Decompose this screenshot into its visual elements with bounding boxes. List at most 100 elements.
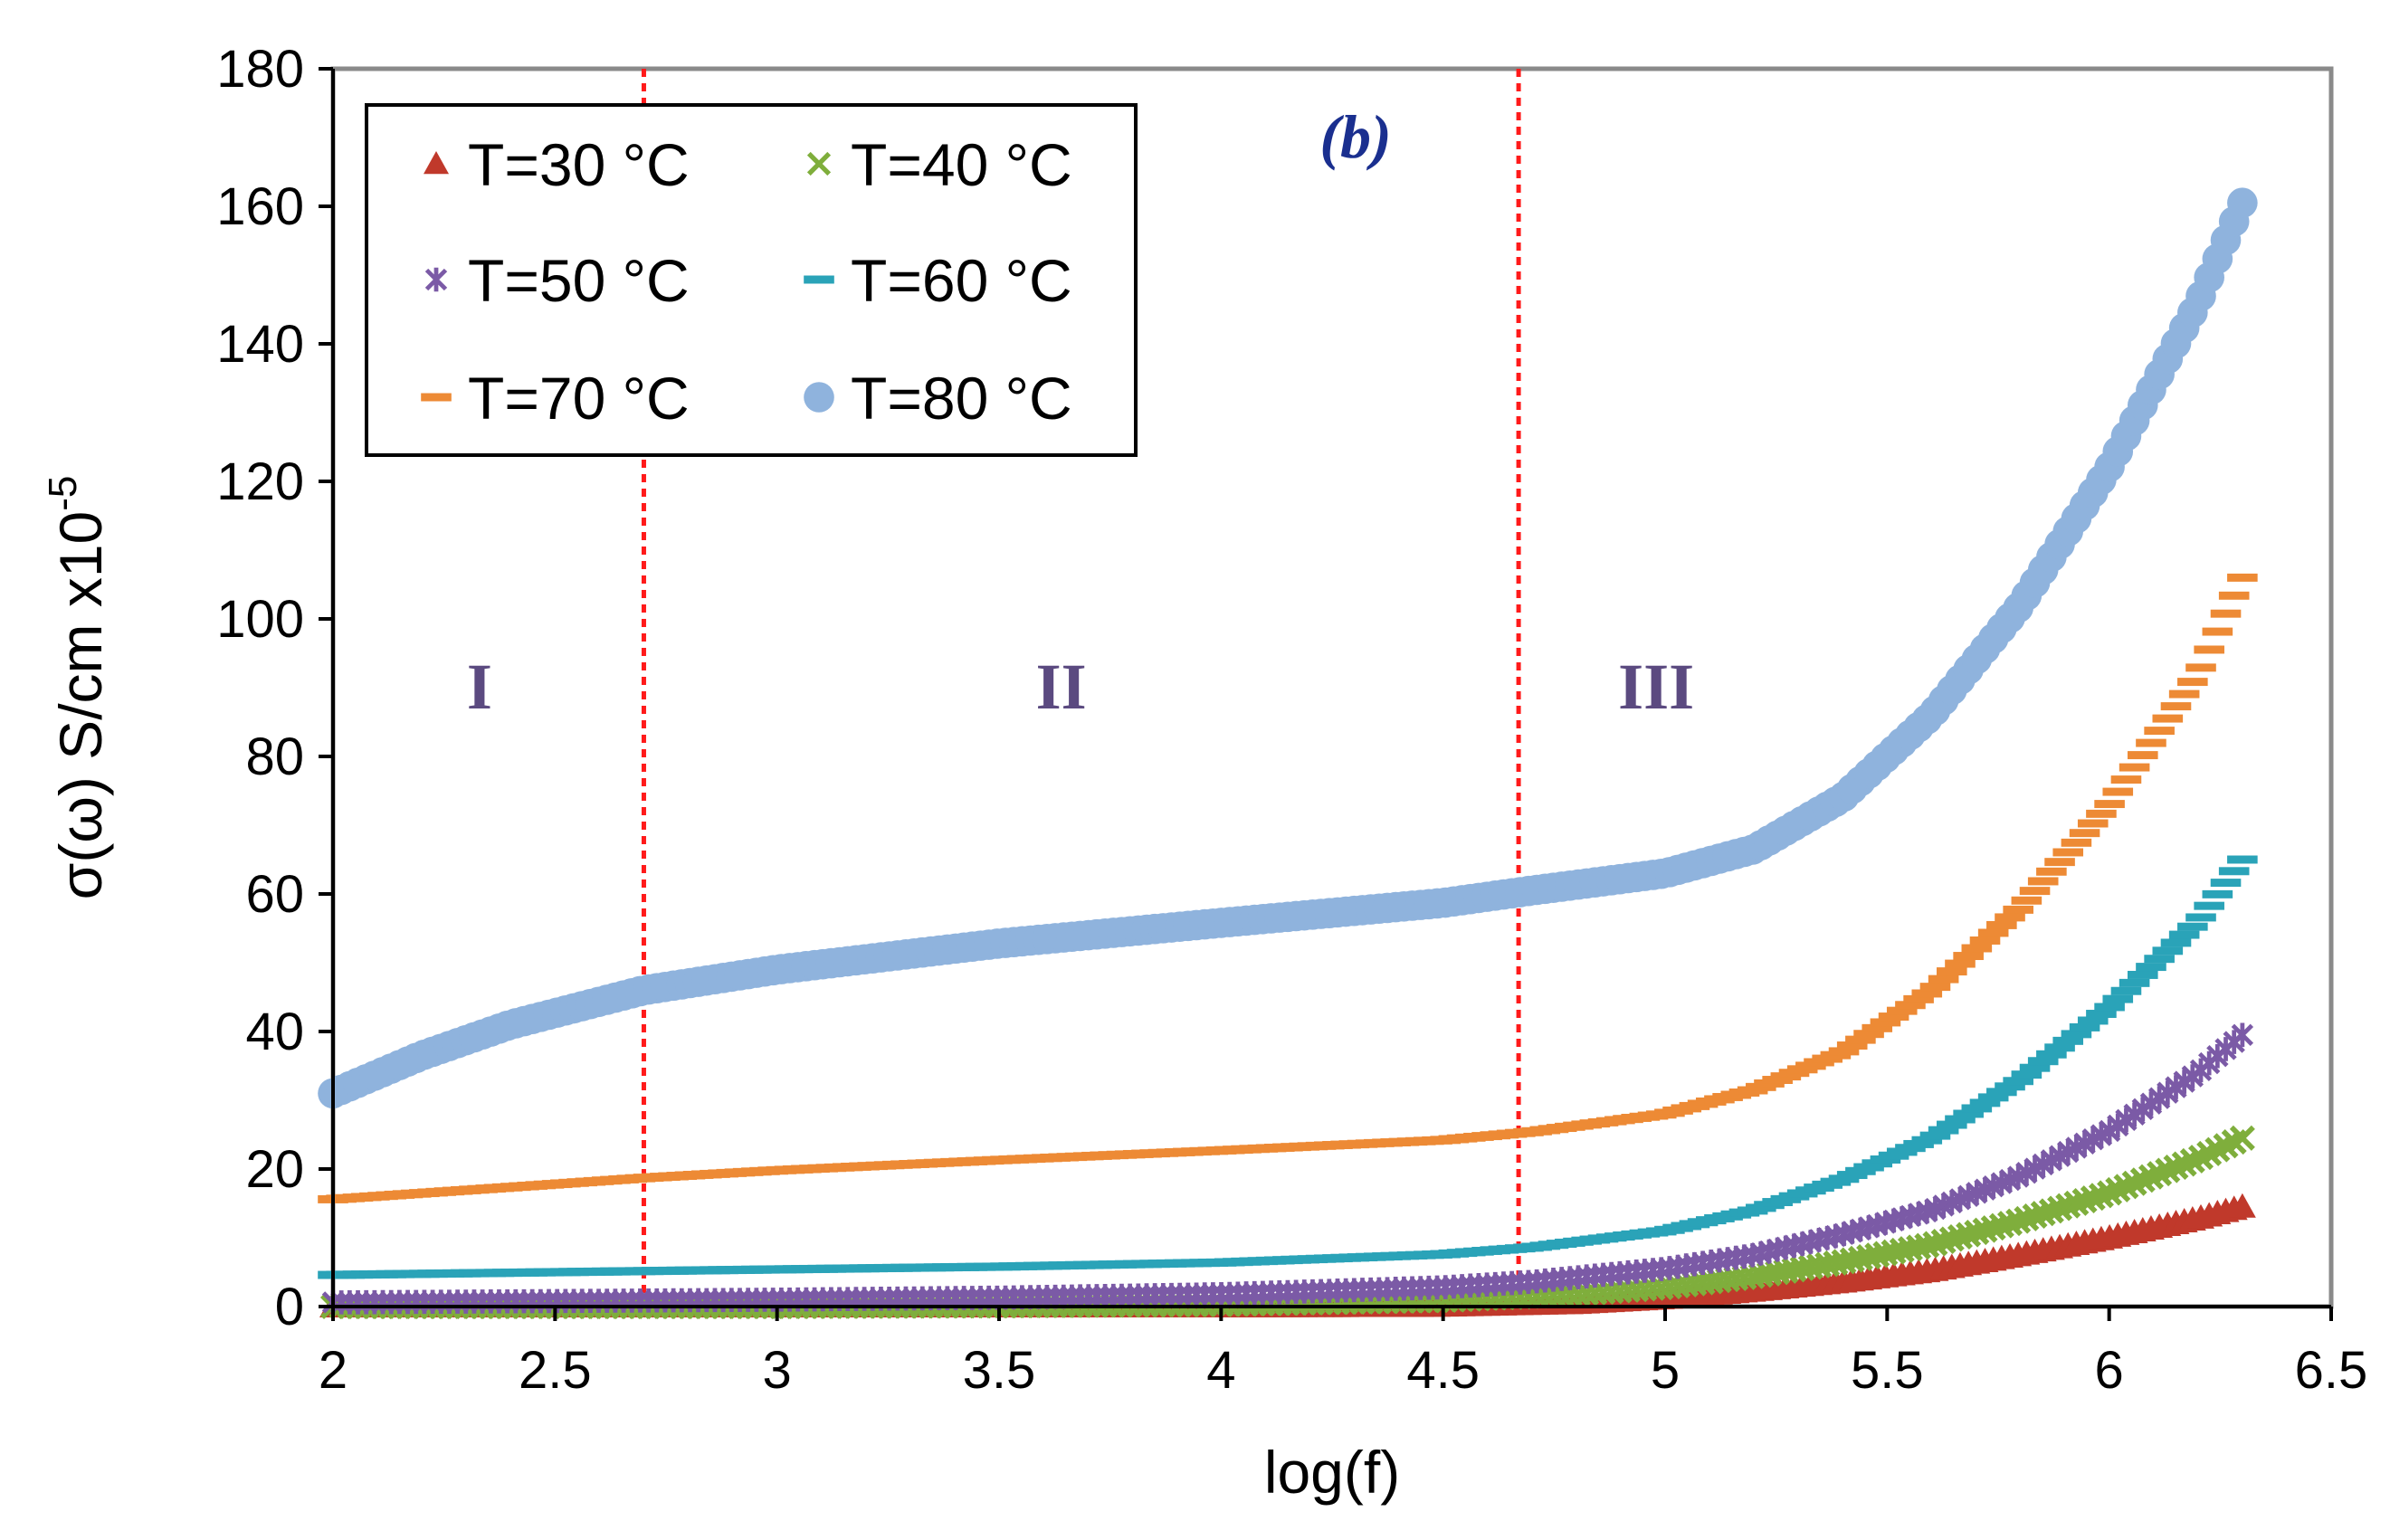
legend-entry-3: T=50 °C <box>424 247 690 314</box>
axes <box>319 67 2333 1321</box>
data-point <box>1886 1006 1918 1015</box>
data-point <box>2003 905 2033 914</box>
data-point <box>1937 967 1967 976</box>
data-point <box>1969 936 2001 945</box>
x-tick-label: 3.5 <box>963 1341 1036 1400</box>
data-point <box>2144 727 2175 736</box>
data-point <box>2019 1063 2051 1072</box>
legend-entry-6: T=80 °C <box>804 365 1072 432</box>
data-point <box>1895 1001 1926 1010</box>
data-point <box>2160 938 2192 947</box>
data-point <box>2094 1003 2125 1012</box>
legend-label: T=70 °C <box>468 365 690 432</box>
legend-entry-2: T=40 °C <box>806 131 1072 198</box>
panel-label: (b) <box>1319 102 1391 171</box>
data-point <box>2136 963 2166 972</box>
x-tick-label: 5.5 <box>1851 1341 1924 1400</box>
data-point <box>2086 1010 2117 1018</box>
data-point <box>1977 1093 2009 1102</box>
legend: T=30 °C T=40 °C T=50 °C T=60 °C T=70 °C T=80 … <box>365 103 1138 457</box>
y-axis-title-group: σ(ω) S/cm x10-5 <box>41 476 114 900</box>
region-label-I: I <box>467 651 492 723</box>
data-point <box>2102 787 2134 796</box>
legend-marker <box>424 151 449 175</box>
region-label-II: II <box>1036 651 1087 723</box>
legend-box <box>365 103 1138 457</box>
data-point <box>1928 974 1959 984</box>
data-point <box>1953 1109 1984 1118</box>
data-point <box>2102 994 2134 1003</box>
data-point <box>2069 1022 2100 1031</box>
data-point <box>2210 879 2242 888</box>
data-point <box>2077 819 2109 828</box>
x-tick-label: 6.5 <box>2295 1341 2368 1400</box>
y-tick-label: 180 <box>216 40 304 99</box>
data-point <box>2228 1193 2256 1218</box>
data-point <box>2110 986 2142 995</box>
x-tick-label: 2.5 <box>519 1341 592 1400</box>
data-point <box>2152 714 2184 723</box>
data-point <box>2052 848 2084 857</box>
y-tick-label: 40 <box>245 1003 304 1061</box>
data-point <box>2229 1125 2255 1151</box>
data-point <box>2227 187 2258 218</box>
data-point <box>1945 959 1976 968</box>
data-point <box>2061 1030 2092 1039</box>
data-point <box>1828 1047 1860 1056</box>
data-point <box>1928 1126 1959 1135</box>
data-point <box>1977 928 2009 937</box>
data-point <box>2127 751 2158 760</box>
data-point <box>2210 609 2242 618</box>
legend-entry-5: T=70 °C <box>421 365 690 432</box>
data-point <box>2036 1050 2067 1059</box>
data-point <box>1911 989 1943 998</box>
y-tick-label: 140 <box>216 315 304 374</box>
data-point <box>2194 645 2224 654</box>
data-point <box>1945 1115 1976 1124</box>
data-point <box>2086 809 2117 818</box>
data-point <box>1919 1131 1951 1140</box>
legend-marker <box>804 382 834 413</box>
data-point <box>2185 663 2216 672</box>
y-tick-label: 80 <box>245 727 304 786</box>
data-point <box>2218 591 2250 600</box>
x-tick-label: 2 <box>319 1341 348 1400</box>
data-point <box>1986 920 2017 929</box>
legend-marker <box>424 267 448 292</box>
data-point <box>2202 627 2233 636</box>
data-point <box>2168 930 2200 939</box>
data-point <box>2152 946 2184 955</box>
data-point <box>2077 1016 2109 1025</box>
data-point <box>2202 889 2233 898</box>
legend-marker <box>806 151 832 176</box>
y-tick-label: 100 <box>216 590 304 649</box>
legend-label: T=80 °C <box>851 365 1072 432</box>
data-point <box>2011 1070 2042 1079</box>
data-point <box>1969 1098 2001 1107</box>
data-point <box>2119 763 2150 772</box>
data-point <box>2185 913 2216 922</box>
legend-label: T=40 °C <box>851 131 1072 198</box>
data-point <box>1961 1104 1993 1113</box>
data-point <box>2052 1036 2084 1045</box>
tick-labels: 2 2.5 3 3.5 4 4.5 5 5.5 6 6.5 0 20 40 60 80 100 120 140 16… <box>216 40 2367 1400</box>
series-6 <box>318 187 2258 1109</box>
series-5 <box>318 573 2258 1203</box>
region-label-III: III <box>1618 651 1694 723</box>
y-axis-title: σ(ω) S/cm x10 <box>47 511 114 900</box>
data-point <box>1853 1030 1884 1039</box>
data-point <box>2194 901 2224 910</box>
data-point <box>2027 1057 2059 1066</box>
x-axis-title: log(f) <box>1264 1439 1400 1506</box>
data-point <box>1995 1082 2025 1091</box>
legend-marker <box>421 393 452 402</box>
legend-entry-4: T=60 °C <box>804 247 1072 314</box>
y-tick-label: 120 <box>216 452 304 511</box>
region-labels: I II III <box>467 651 1694 723</box>
x-tick-label: 4 <box>1206 1341 1235 1400</box>
legend-marker <box>804 275 834 284</box>
data-point <box>1878 1012 1909 1022</box>
data-point <box>2027 877 2059 886</box>
x-tick-label: 4.5 <box>1406 1341 1480 1400</box>
data-point <box>1911 1136 1943 1145</box>
